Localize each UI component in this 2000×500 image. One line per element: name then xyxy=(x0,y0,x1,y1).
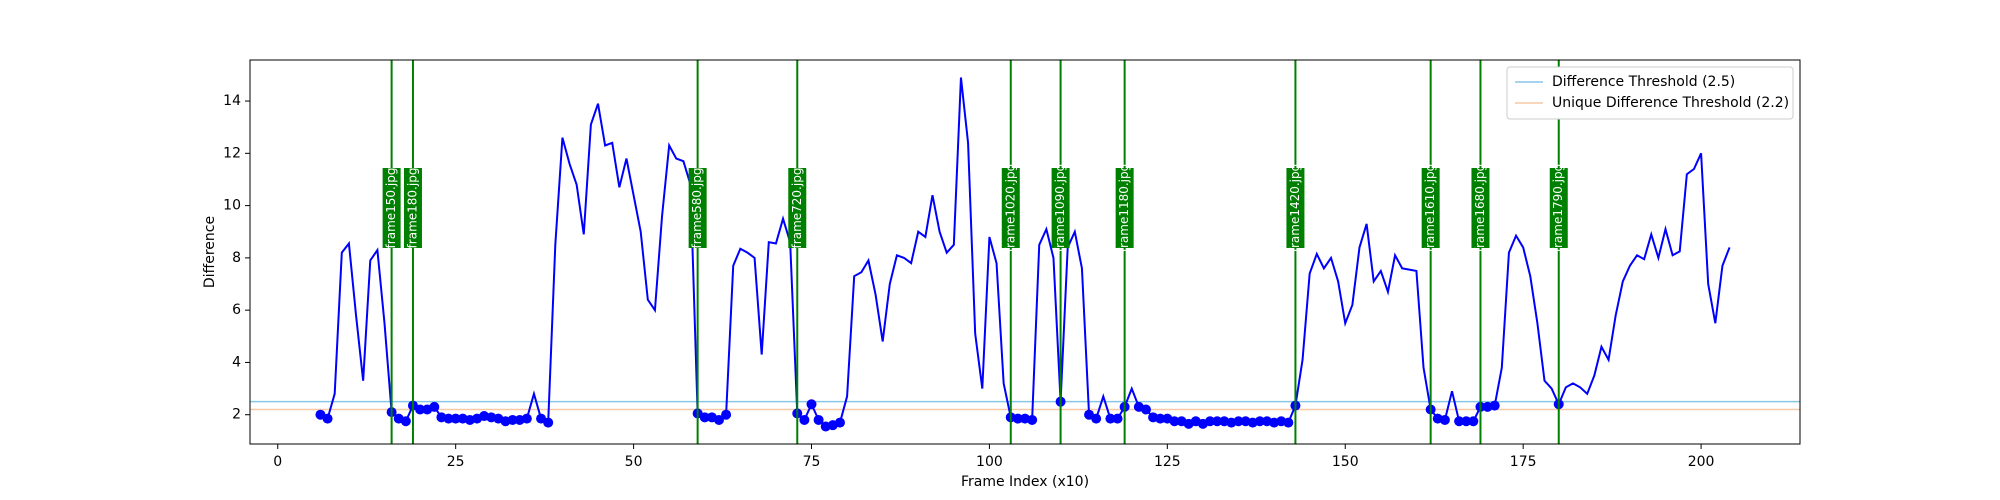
x-tick-label: 125 xyxy=(1154,454,1181,470)
frame-label-box xyxy=(1286,168,1305,248)
data-point xyxy=(1468,416,1479,427)
data-point xyxy=(443,413,454,424)
legend-label: Difference Threshold (2.5) xyxy=(1552,74,1735,90)
data-point xyxy=(1439,414,1450,425)
data-point xyxy=(1169,416,1180,427)
frame-label: frame720.jpg xyxy=(790,168,804,249)
legend: Difference Threshold (2.5) Unique Differe… xyxy=(1506,66,1794,120)
frame-label: frame1090.jpg xyxy=(1053,164,1067,253)
data-point xyxy=(813,414,824,425)
legend-label: Unique Difference Threshold (2.2) xyxy=(1552,95,1789,111)
plot-frame xyxy=(249,59,1801,445)
data-point xyxy=(1155,413,1166,424)
x-tick-label: 150 xyxy=(1332,454,1359,470)
frame-label: frame1610.jpg xyxy=(1423,164,1437,253)
data-point xyxy=(415,404,426,415)
frame-label: frame580.jpg xyxy=(690,168,704,249)
x-tick-label: 75 xyxy=(803,454,821,470)
data-point xyxy=(400,416,411,427)
legend-box xyxy=(1506,66,1794,120)
data-point xyxy=(1254,416,1265,427)
frame-label-box xyxy=(1421,168,1440,248)
data-point xyxy=(521,413,532,424)
data-point xyxy=(1205,416,1216,427)
y-tick-label: 8 xyxy=(232,250,241,266)
frame-label: frame150.jpg xyxy=(384,168,398,249)
data-point xyxy=(1461,416,1472,427)
frame-label: frame1790.jpg xyxy=(1551,164,1565,253)
data-point xyxy=(1027,414,1038,425)
frame-label-box xyxy=(1549,168,1568,248)
data-point xyxy=(1105,413,1116,424)
frame-label: frame1020.jpg xyxy=(1003,164,1017,253)
frame-label-box xyxy=(1001,168,1020,248)
y-axis-label: Difference xyxy=(202,216,218,288)
data-point xyxy=(721,409,732,420)
data-point xyxy=(1454,416,1465,427)
x-tick-label: 50 xyxy=(625,454,643,470)
x-tick-label: 175 xyxy=(1510,454,1537,470)
data-point xyxy=(806,399,817,410)
x-tick-label: 100 xyxy=(976,454,1003,470)
data-point xyxy=(1140,404,1151,415)
y-tick-label: 10 xyxy=(223,198,241,214)
y-tick-label: 4 xyxy=(232,354,241,370)
frame-label-box xyxy=(382,168,401,248)
data-point xyxy=(1233,416,1244,427)
data-point xyxy=(543,417,554,428)
y-tick-label: 14 xyxy=(223,93,241,109)
frame-label-box xyxy=(1051,168,1070,248)
y-tick-label: 6 xyxy=(232,302,241,318)
data-point xyxy=(1112,413,1123,424)
frame-label: frame1680.jpg xyxy=(1473,164,1487,253)
data-point xyxy=(799,414,810,425)
y-tick-label: 2 xyxy=(232,407,241,423)
data-point xyxy=(429,401,440,412)
data-point xyxy=(1012,413,1023,424)
data-point xyxy=(1212,416,1223,427)
data-point xyxy=(1283,417,1294,428)
data-point xyxy=(713,414,724,425)
data-point xyxy=(834,417,845,428)
frame-label: frame1180.jpg xyxy=(1117,164,1131,253)
x-tick-label: 0 xyxy=(273,454,282,470)
x-tick-label: 25 xyxy=(447,454,465,470)
frame-label-box xyxy=(1471,168,1490,248)
data-point xyxy=(450,413,461,424)
frame-label: frame1420.jpg xyxy=(1288,164,1302,253)
frame-label-box xyxy=(788,168,807,248)
data-point xyxy=(1489,400,1500,411)
frame-label-box xyxy=(1115,168,1134,248)
data-point xyxy=(322,413,333,424)
data-point xyxy=(699,412,710,423)
x-tick-label: 200 xyxy=(1688,454,1715,470)
data-point xyxy=(1091,413,1102,424)
data-line xyxy=(319,77,1731,428)
frame-label-box xyxy=(403,168,422,248)
frame-label: frame180.jpg xyxy=(405,168,419,249)
x-axis-label: Frame Index (x10) xyxy=(961,474,1089,490)
data-point xyxy=(507,414,518,425)
y-tick-label: 12 xyxy=(223,145,241,161)
frame-label-box xyxy=(688,168,707,248)
